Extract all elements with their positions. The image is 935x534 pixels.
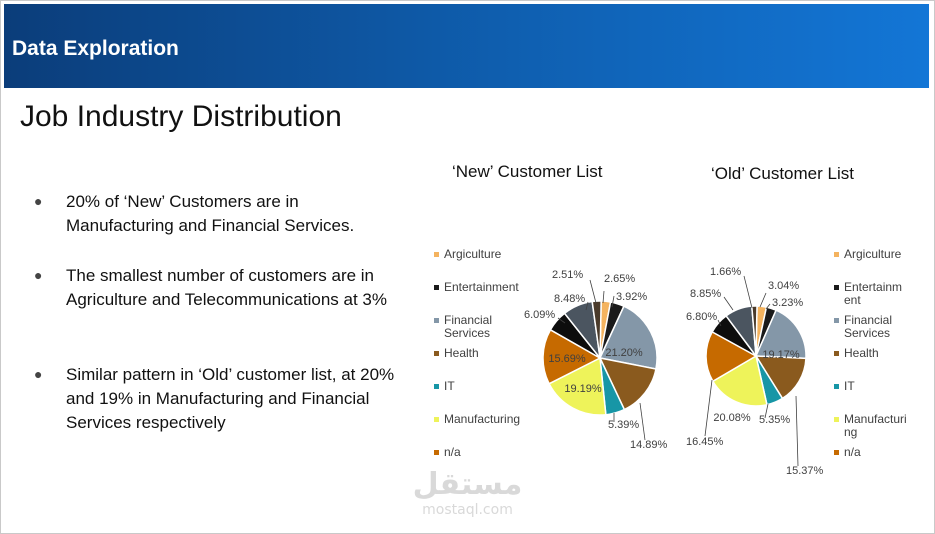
data-label-financial-services: 21.20% (605, 347, 643, 359)
slide-title: Job Industry Distribution (20, 100, 342, 133)
bullet-dot: ● (34, 366, 43, 382)
legend-swatch (434, 285, 439, 290)
leader-line (602, 290, 605, 304)
data-label-n-a: 15.69% (548, 353, 586, 365)
legend-label: Financial Services (844, 313, 893, 340)
bullet-text: Similar pattern in ‘Old’ customer list, … (66, 365, 395, 432)
pie-slice-financial-services (598, 305, 658, 370)
chart-title-old: ‘Old’ Customer List (711, 164, 854, 183)
legend-label: Manufacturing (444, 412, 521, 426)
bullet-text: 20% of ‘New’ Customers are in Manufactur… (66, 192, 355, 235)
legend-swatch (834, 252, 839, 257)
data-label-it: 5.35% (759, 414, 790, 426)
legend-label: IT (844, 379, 855, 393)
legend-label: Manufacturing (844, 412, 907, 439)
pie-slice-telecommunications (591, 300, 602, 359)
pie-slice-financial-services (754, 309, 807, 360)
pie-slice-manufacturing (548, 356, 607, 416)
bullet-dot: ● (34, 267, 43, 283)
data-label-telecommunications: 2.51% (552, 269, 583, 281)
legend-swatch (834, 417, 839, 422)
data-label-retail: 8.48% (554, 293, 585, 305)
pie-chart-old: 3.04% 3.23% 19.17% 15.37% 5.35% 20.08% 16.45% 6… (686, 266, 824, 477)
legend-label: Entertainment (844, 280, 903, 307)
pie-chart-new: 2.65% 3.92% 21.20% 14.89% 5.39% 19.19% 15.69% 6… (524, 269, 668, 451)
legend-swatch (834, 285, 839, 290)
leader-line (765, 303, 771, 310)
legend-label: Entertainment (444, 280, 519, 294)
pie-slice-n-a (705, 330, 758, 383)
legend-label: n/a (444, 445, 461, 459)
pie-slice-n-a (542, 328, 602, 385)
legend-label: Health (844, 346, 879, 360)
leader-line (759, 292, 767, 308)
legend-swatch (434, 252, 439, 257)
data-label-financial-services: 19.17% (762, 349, 800, 361)
legend-swatch (434, 417, 439, 422)
watermark-latin: mostaql.com (422, 502, 513, 518)
leader-line (717, 319, 722, 327)
data-label-manufacturing: 20.08% (713, 412, 751, 424)
data-label-health: 15.37% (786, 465, 824, 477)
data-label-retail: 8.85% (690, 288, 721, 300)
legend-label: Health (444, 346, 479, 360)
pie-slice-health (598, 356, 657, 411)
legend-swatch (434, 384, 439, 389)
legend-swatch (434, 318, 439, 323)
data-label-it: 5.39% (608, 419, 639, 431)
leader-line (704, 379, 713, 437)
data-label-entertainment: 3.92% (616, 291, 647, 303)
legend-label: Financial Services (444, 313, 493, 340)
legend-swatch (834, 318, 839, 323)
leader-line (795, 395, 799, 467)
leader-line (585, 301, 589, 311)
data-label-telecommunications: 1.66% (710, 266, 741, 278)
leader-line (723, 296, 734, 311)
legend-label: Argiculture (444, 247, 502, 261)
leader-line (611, 295, 615, 308)
legend-swatch (834, 351, 839, 356)
data-label-health: 14.89% (630, 439, 668, 451)
watermark-arabic: مستقل (412, 467, 523, 502)
header-title: Data Exploration (12, 37, 179, 60)
data-label-n-a: 16.45% (686, 436, 724, 448)
leader-line (743, 275, 753, 309)
pie-slice-manufacturing (711, 354, 768, 407)
data-label-property: 6.80% (686, 311, 717, 323)
data-label-argiculture: 3.04% (768, 280, 799, 292)
leader-line (557, 317, 566, 324)
leader-line (589, 279, 597, 304)
leader-line (639, 402, 646, 441)
legend-label: IT (444, 379, 455, 393)
leader-line (764, 403, 769, 419)
data-label-manufacturing: 19.19% (564, 383, 602, 395)
legend-swatch (834, 384, 839, 389)
legend-swatch (834, 450, 839, 455)
chart-title-new: ‘New’ Customer List (452, 162, 603, 181)
data-label-property: 6.09% (524, 309, 555, 321)
pie-slice-health (754, 355, 807, 400)
watermark: مستقل mostaql.com (410, 467, 525, 519)
legend-swatch (434, 351, 439, 356)
data-label-argiculture: 2.65% (604, 273, 635, 285)
bullet-text: The smallest number of customers are in … (66, 266, 387, 309)
bullet-dot: ● (34, 193, 43, 209)
header-bar: Data Exploration (4, 4, 929, 88)
legend-swatch (434, 450, 439, 455)
legend-label: Argiculture (844, 247, 902, 261)
data-label-entertainment: 3.23% (772, 297, 803, 309)
legend-label: n/a (844, 445, 861, 459)
